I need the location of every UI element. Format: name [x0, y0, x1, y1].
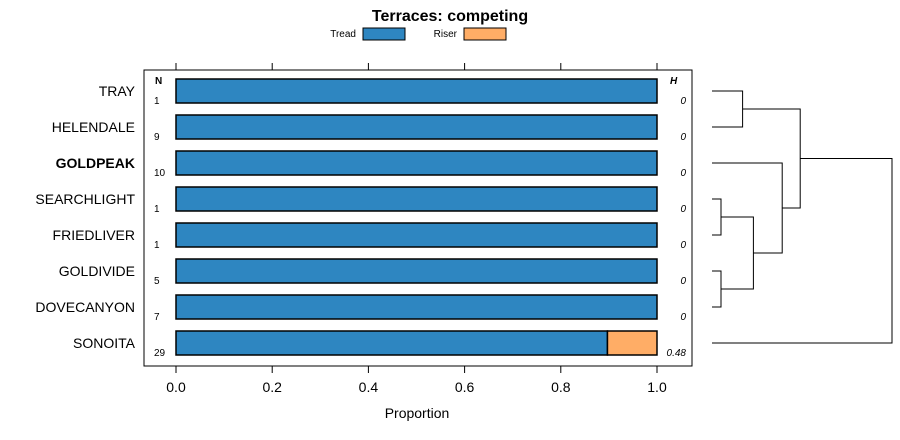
dendrogram-link-4 — [712, 162, 783, 254]
dendrogram-link-6 — [712, 158, 893, 344]
dendrogram-link-0 — [712, 90, 744, 128]
x-tick-label-5: 1.0 — [647, 379, 667, 395]
category-label-helendale: HELENDALE — [52, 119, 135, 135]
bar-tread-sonoita — [175, 330, 609, 356]
n-value-goldivide: 5 — [154, 276, 160, 287]
bar-tread-friedliver — [175, 222, 658, 248]
dendrogram-link-1 — [712, 198, 722, 236]
category-label-sonoita: SONOITA — [73, 335, 136, 351]
legend: Tread Riser — [330, 27, 507, 41]
n-column-header: N — [155, 76, 162, 87]
h-value-dovecanyon: 0 — [680, 312, 686, 323]
bar-tread-tray — [175, 78, 658, 104]
bar-riser-sonoita — [606, 330, 658, 356]
x-tick-label-0: 0.0 — [166, 379, 186, 395]
h-column-header: H — [670, 76, 678, 87]
bar-tread-goldivide — [175, 258, 658, 284]
x-axis-title: Proportion — [385, 405, 450, 421]
h-value-friedliver: 0 — [680, 240, 686, 251]
n-value-helendale: 9 — [154, 132, 160, 143]
bar-tread-searchlight — [175, 186, 658, 212]
dendrogram-link-5 — [742, 108, 801, 209]
h-value-helendale: 0 — [680, 132, 686, 143]
category-label-tray: TRAY — [99, 83, 136, 99]
category-label-goldpeak: GOLDPEAK — [56, 155, 135, 171]
h-value-searchlight: 0 — [680, 204, 686, 215]
x-tick-label-1: 0.2 — [262, 379, 282, 395]
dendrogram — [712, 90, 893, 344]
h-value-tray: 0 — [680, 96, 686, 107]
x-tick-label-2: 0.4 — [359, 379, 379, 395]
chart-title: Terraces: competing — [372, 8, 528, 25]
dendrogram-link-3 — [721, 216, 754, 290]
x-tick-label-4: 0.8 — [551, 379, 571, 395]
h-value-goldpeak: 0 — [680, 168, 686, 179]
bottom-axis: 0.0 0.2 0.4 0.6 0.8 1.0 — [166, 366, 667, 395]
bar-tread-helendale — [175, 114, 658, 140]
dendrogram-link-2 — [712, 270, 722, 308]
n-value-sonoita: 29 — [154, 348, 166, 359]
plot-panel — [143, 69, 693, 367]
category-label-dovecanyon: DOVECANYON — [35, 299, 135, 315]
legend-swatch-riser — [463, 27, 507, 41]
n-value-tray: 1 — [154, 96, 160, 107]
bar-tread-dovecanyon — [175, 294, 658, 320]
n-value-goldpeak: 10 — [154, 168, 166, 179]
top-axis — [175, 63, 658, 70]
n-value-searchlight: 1 — [154, 204, 160, 215]
legend-label-riser: Riser — [434, 29, 458, 40]
category-label-goldivide: GOLDIVIDE — [59, 263, 135, 279]
h-value-sonoita: 0.48 — [667, 348, 687, 359]
category-label-friedliver: FRIEDLIVER — [53, 227, 135, 243]
x-tick-label-3: 0.6 — [455, 379, 475, 395]
category-label-searchlight: SEARCHLIGHT — [35, 191, 135, 207]
bar-tread-goldpeak — [175, 150, 658, 176]
legend-swatch-tread — [362, 27, 406, 41]
n-value-dovecanyon: 7 — [154, 312, 160, 323]
n-value-friedliver: 1 — [154, 240, 160, 251]
h-value-goldivide: 0 — [680, 276, 686, 287]
legend-label-tread: Tread — [330, 29, 356, 40]
